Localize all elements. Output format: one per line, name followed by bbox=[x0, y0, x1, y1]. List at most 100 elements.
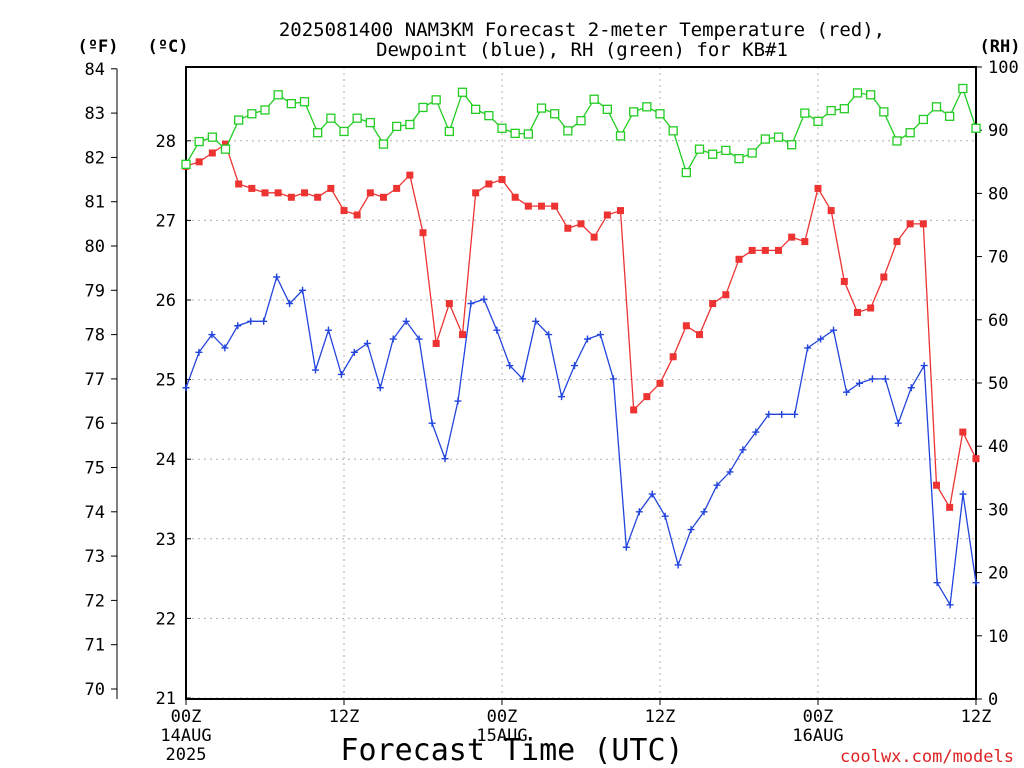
data-point bbox=[181, 159, 191, 169]
data-point bbox=[826, 105, 836, 116]
f-tick-label: 71 bbox=[85, 636, 105, 656]
data-point bbox=[788, 233, 796, 241]
data-point bbox=[222, 140, 229, 148]
f-tick-label: 83 bbox=[85, 104, 105, 124]
data-point bbox=[734, 153, 744, 164]
rh-tick-label: 60 bbox=[988, 311, 1008, 331]
data-point bbox=[739, 446, 747, 454]
data-point bbox=[299, 97, 310, 107]
data-point bbox=[523, 129, 533, 139]
data-point bbox=[274, 189, 282, 197]
c-tick-label: 26 bbox=[156, 291, 176, 311]
data-point bbox=[558, 393, 566, 401]
data-point bbox=[247, 317, 255, 325]
f-tick-label: 77 bbox=[85, 370, 105, 390]
f-tick-label: 72 bbox=[85, 591, 105, 611]
data-point bbox=[615, 131, 626, 141]
data-point bbox=[752, 428, 760, 436]
data-point bbox=[428, 419, 436, 427]
data-point bbox=[919, 220, 927, 228]
data-point bbox=[945, 111, 955, 121]
data-point bbox=[511, 193, 519, 201]
f-tick-label: 74 bbox=[85, 503, 105, 523]
unit-rh: (RH) bbox=[980, 37, 1021, 57]
data-point bbox=[260, 317, 268, 325]
data-point bbox=[852, 88, 863, 98]
data-point bbox=[681, 167, 691, 178]
data-point bbox=[378, 139, 389, 149]
data-point bbox=[855, 379, 863, 387]
series-dewpoint bbox=[182, 273, 980, 609]
f-tick-label: 75 bbox=[85, 459, 105, 479]
x-tick-year: 2025 bbox=[166, 745, 207, 765]
c-tick-label: 28 bbox=[156, 132, 176, 152]
data-point bbox=[261, 189, 269, 197]
data-point bbox=[247, 109, 257, 119]
data-point bbox=[195, 348, 203, 356]
c-tick-label: 23 bbox=[156, 530, 176, 550]
data-point bbox=[596, 331, 604, 339]
data-point bbox=[365, 117, 375, 128]
data-point bbox=[722, 291, 730, 299]
data-point bbox=[933, 481, 940, 489]
data-point bbox=[801, 238, 809, 246]
data-point bbox=[472, 189, 480, 197]
data-point bbox=[589, 94, 599, 104]
data-point bbox=[866, 90, 876, 100]
data-point bbox=[840, 277, 848, 285]
data-point bbox=[484, 111, 494, 121]
data-point bbox=[674, 561, 682, 569]
data-point bbox=[445, 300, 453, 308]
data-point bbox=[485, 180, 493, 188]
series-rh bbox=[181, 83, 981, 178]
data-point bbox=[506, 362, 514, 370]
data-point bbox=[497, 123, 507, 133]
series-temperature bbox=[182, 140, 980, 511]
data-point bbox=[366, 189, 374, 197]
data-point bbox=[405, 119, 415, 130]
data-point bbox=[773, 132, 784, 142]
x-tick-label: 12Z bbox=[961, 707, 992, 727]
data-point bbox=[880, 273, 888, 281]
x-tick-label: 00Z bbox=[803, 707, 834, 727]
data-point bbox=[221, 344, 229, 352]
data-point bbox=[467, 300, 475, 308]
data-point bbox=[669, 353, 677, 361]
data-point bbox=[432, 339, 440, 347]
rh-tick-label: 50 bbox=[988, 374, 1008, 394]
data-point bbox=[234, 322, 242, 330]
data-point bbox=[577, 220, 585, 228]
data-point bbox=[609, 375, 617, 383]
data-point bbox=[892, 136, 902, 146]
x-axis-label: Forecast Time (UTC) bbox=[340, 733, 683, 768]
f-tick-label: 82 bbox=[85, 148, 105, 168]
data-point bbox=[761, 246, 769, 254]
data-point bbox=[839, 104, 849, 114]
data-point bbox=[696, 331, 703, 339]
data-point bbox=[339, 126, 349, 137]
data-point bbox=[972, 455, 980, 463]
data-point bbox=[551, 202, 559, 210]
credit-link[interactable]: coolwx.com/models bbox=[840, 747, 1014, 767]
data-point bbox=[571, 362, 579, 370]
data-point bbox=[207, 132, 217, 142]
data-point bbox=[286, 300, 294, 308]
data-point bbox=[617, 207, 624, 215]
data-point bbox=[958, 83, 968, 94]
data-point bbox=[337, 370, 345, 378]
x-tick-label: 12Z bbox=[329, 707, 360, 727]
data-point bbox=[747, 148, 757, 158]
data-point bbox=[431, 95, 441, 105]
f-tick-label: 78 bbox=[85, 326, 105, 346]
data-point bbox=[946, 601, 954, 609]
data-point bbox=[273, 273, 281, 281]
data-point bbox=[603, 211, 611, 219]
data-point bbox=[655, 109, 665, 119]
series-line bbox=[185, 143, 977, 510]
data-point bbox=[392, 121, 402, 132]
data-point bbox=[830, 326, 838, 334]
data-point bbox=[220, 144, 231, 154]
data-point bbox=[894, 419, 902, 427]
data-point bbox=[480, 295, 488, 303]
data-point bbox=[931, 102, 942, 112]
